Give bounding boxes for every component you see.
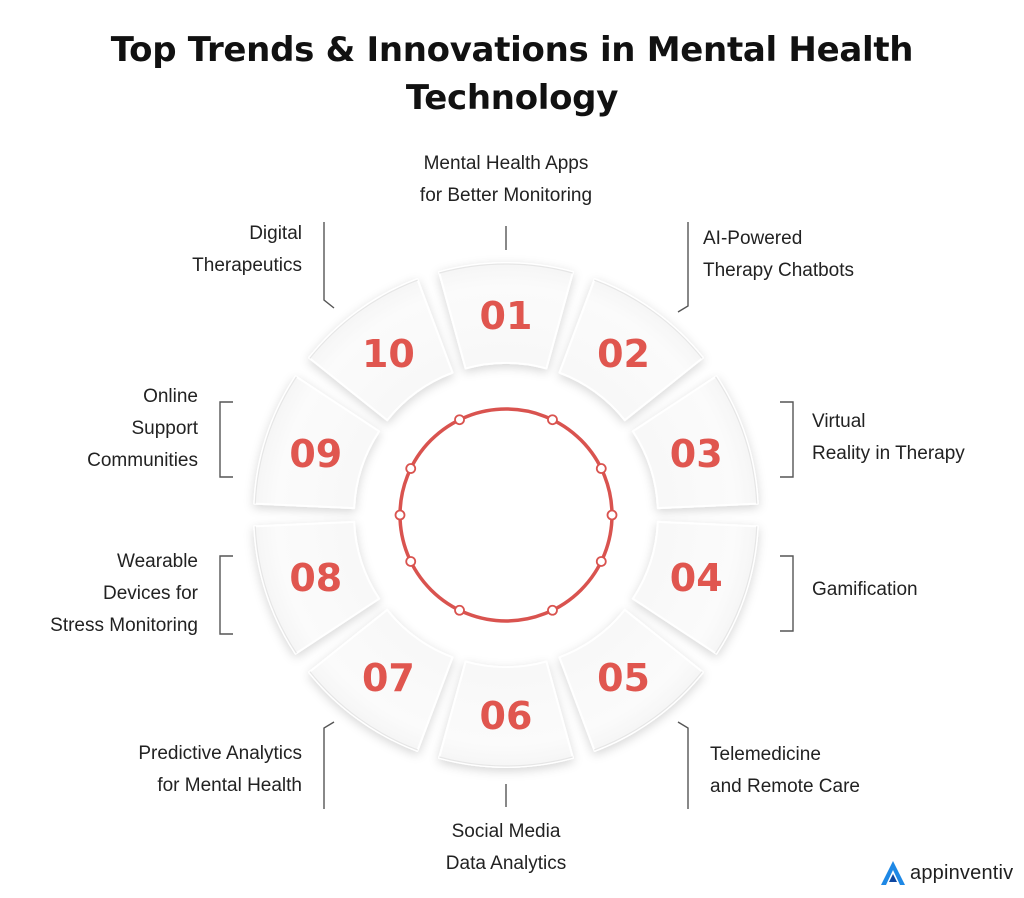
segment-number-05: 05: [597, 656, 650, 700]
segment-02: [558, 278, 704, 422]
segment-label-line: Stress Monitoring: [50, 615, 198, 636]
ring-dot: [606, 509, 618, 521]
segment-rim-05: [594, 671, 703, 751]
ring-dot: [547, 604, 558, 616]
ring-dot: [595, 556, 607, 567]
segment-label-06: Social Media Data Analytics: [356, 816, 656, 880]
segment-04: [631, 520, 759, 655]
page-title: Top Trends & Innovations in Mental Healt…: [60, 26, 964, 122]
segment-label-line: Virtual: [812, 411, 866, 432]
segment-label-line: AI-Powered: [703, 228, 803, 249]
segment-number-01: 01: [480, 294, 533, 338]
connector-05: [677, 721, 689, 809]
segment-label-line: Support: [131, 418, 198, 439]
ring-dot: [454, 604, 465, 616]
title-line-1: Top Trends & Innovations in Mental Healt…: [110, 30, 914, 70]
segment-07: [308, 608, 454, 752]
segment-label-line: for Better Monitoring: [419, 185, 593, 206]
connector-10: [323, 222, 335, 309]
connectors-layer: [219, 222, 794, 809]
segment-label-03: Virtual Reality in Therapy: [812, 406, 965, 470]
segment-label-05: Telemedicine and Remote Care: [710, 739, 860, 803]
segments-layer: 01 02 03 04 05 06 07 08 09 10: [253, 262, 759, 768]
segment-label-02: AI-Powered Therapy Chatbots: [703, 223, 854, 287]
segment-label-line: Devices for: [102, 583, 198, 604]
connector-04: [780, 555, 794, 632]
segment-rim-01: [439, 263, 573, 274]
connector-09: [219, 401, 233, 478]
segment-rim-04: [715, 526, 758, 654]
segment-number-04: 04: [670, 556, 723, 600]
ring-dot: [595, 463, 607, 474]
segment-03: [631, 375, 759, 510]
segment-rim-09: [254, 376, 297, 504]
segment-number-08: 08: [289, 556, 342, 600]
segment-number-02: 02: [597, 332, 650, 376]
segment-label-line: Therapeutics: [192, 255, 302, 276]
segment-label-line: Online: [143, 386, 198, 407]
segment-label-line: Therapy Chatbots: [703, 260, 855, 281]
segment-label-line: Social Media: [451, 821, 561, 842]
ring-dot: [405, 463, 417, 474]
segment-label-08: Wearable Devices for Stress Monitoring: [50, 546, 198, 642]
segment-rim-10: [309, 279, 418, 359]
segment-05: [558, 608, 704, 752]
segment-01: [438, 262, 574, 370]
appinventiv-logo-icon: [881, 861, 905, 885]
ring-dot: [394, 509, 406, 521]
ring-dot: [547, 414, 558, 426]
segment-08: [253, 520, 381, 655]
segment-number-06: 06: [480, 694, 533, 738]
brand-logo: appinventiv: [880, 858, 1013, 888]
segment-label-line: for Mental Health: [157, 775, 302, 796]
segment-label-line: Gamification: [812, 579, 918, 600]
segment-rim-08: [254, 526, 297, 654]
segment-10: [308, 278, 454, 422]
segment-number-10: 10: [362, 332, 415, 376]
segment-09: [253, 375, 381, 510]
connector-07: [323, 721, 335, 809]
ring-dot: [405, 556, 417, 567]
segment-rim-06: [439, 756, 573, 767]
segment-label-line: Communities: [87, 450, 198, 471]
segment-rim-07: [309, 671, 418, 751]
segment-label-line: Wearable: [117, 551, 198, 572]
segment-label-line: Predictive Analytics: [138, 743, 302, 764]
ring-dot: [454, 414, 465, 426]
segment-06: [438, 660, 574, 768]
brand-name: appinventiv: [910, 861, 1014, 884]
segment-number-07: 07: [362, 656, 415, 700]
segment-label-line: and Remote Care: [710, 776, 860, 797]
segment-label-line: Reality in Therapy: [812, 443, 965, 464]
segment-label-line: Digital: [249, 223, 302, 244]
connector-08: [219, 555, 233, 635]
segment-number-03: 03: [670, 432, 723, 476]
segment-label-09: Online Support Communities: [87, 381, 198, 477]
segment-label-line: Telemedicine: [710, 744, 821, 765]
segment-rim-02: [594, 279, 703, 359]
center-ring-circle: [398, 407, 614, 623]
connector-03: [780, 401, 794, 478]
segment-label-10: Digital Therapeutics: [192, 218, 302, 282]
segment-label-04: Gamification: [812, 574, 918, 606]
connector-02: [677, 222, 689, 313]
title-line-2: Technology: [405, 78, 619, 118]
segment-label-01: Mental Health Apps for Better Monitoring: [356, 148, 656, 212]
center-ring: [394, 407, 618, 623]
segment-number-09: 09: [289, 432, 342, 476]
segment-label-07: Predictive Analytics for Mental Health: [138, 738, 302, 802]
segment-label-line: Data Analytics: [445, 853, 567, 874]
segment-rim-03: [715, 376, 758, 504]
segment-label-line: Mental Health Apps: [423, 153, 589, 174]
